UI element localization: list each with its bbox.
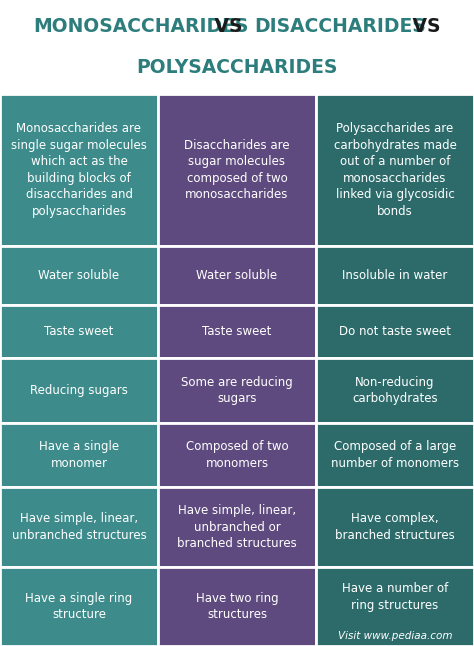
Text: Taste sweet: Taste sweet xyxy=(44,325,114,338)
Text: Taste sweet: Taste sweet xyxy=(202,325,272,338)
Text: POLYSACCHARIDES: POLYSACCHARIDES xyxy=(137,58,337,77)
Text: Do not taste sweet: Do not taste sweet xyxy=(339,325,451,338)
Bar xyxy=(158,94,316,246)
Text: Composed of two
monomers: Composed of two monomers xyxy=(186,441,288,470)
Text: VS: VS xyxy=(406,17,440,36)
Text: Monosaccharides are
single sugar molecules
which act as the
building blocks of
d: Monosaccharides are single sugar molecul… xyxy=(11,122,147,218)
Bar xyxy=(158,422,316,487)
Bar xyxy=(316,422,474,487)
Bar xyxy=(0,422,158,487)
Text: Water soluble: Water soluble xyxy=(38,269,119,282)
Bar xyxy=(158,305,316,358)
Text: Water soluble: Water soluble xyxy=(196,269,278,282)
Text: DISACCHARIDES: DISACCHARIDES xyxy=(255,17,426,36)
Bar xyxy=(316,94,474,246)
Bar xyxy=(0,94,158,246)
Text: Have simple, linear,
unbranched structures: Have simple, linear, unbranched structur… xyxy=(12,512,146,542)
Text: Have a single
monomer: Have a single monomer xyxy=(39,441,119,470)
Bar xyxy=(158,567,316,646)
Bar xyxy=(316,305,474,358)
Text: MONOSACCHARIDES: MONOSACCHARIDES xyxy=(34,17,249,36)
Text: VS: VS xyxy=(208,17,249,36)
Text: Visit www.pediaa.com: Visit www.pediaa.com xyxy=(338,632,452,641)
Text: Have a single ring
structure: Have a single ring structure xyxy=(26,592,133,621)
Text: Some are reducing
sugars: Some are reducing sugars xyxy=(181,376,293,405)
Bar xyxy=(0,246,158,305)
Text: Have a number of
ring structures: Have a number of ring structures xyxy=(342,582,448,612)
Text: Have simple, linear,
unbranched or
branched structures: Have simple, linear, unbranched or branc… xyxy=(177,504,297,550)
Bar xyxy=(316,358,474,422)
Text: Reducing sugars: Reducing sugars xyxy=(30,384,128,397)
Bar xyxy=(158,487,316,567)
Text: Have complex,
branched structures: Have complex, branched structures xyxy=(335,512,455,542)
Text: Composed of a large
number of monomers: Composed of a large number of monomers xyxy=(331,441,459,470)
Text: Non-reducing
carbohydrates: Non-reducing carbohydrates xyxy=(352,376,438,405)
Bar xyxy=(316,567,474,646)
Bar xyxy=(316,246,474,305)
Text: Disaccharides are
sugar molecules
composed of two
monosaccharides: Disaccharides are sugar molecules compos… xyxy=(184,139,290,202)
Text: Have two ring
structures: Have two ring structures xyxy=(196,592,278,621)
Bar xyxy=(0,358,158,422)
Bar xyxy=(0,305,158,358)
Bar xyxy=(0,487,158,567)
Text: Insoluble in water: Insoluble in water xyxy=(342,269,447,282)
Text: Polysaccharides are
carbohydrates made
out of a number of
monosaccharides
linked: Polysaccharides are carbohydrates made o… xyxy=(334,122,456,218)
Bar xyxy=(158,358,316,422)
Bar xyxy=(158,246,316,305)
Bar xyxy=(316,487,474,567)
Bar xyxy=(0,567,158,646)
